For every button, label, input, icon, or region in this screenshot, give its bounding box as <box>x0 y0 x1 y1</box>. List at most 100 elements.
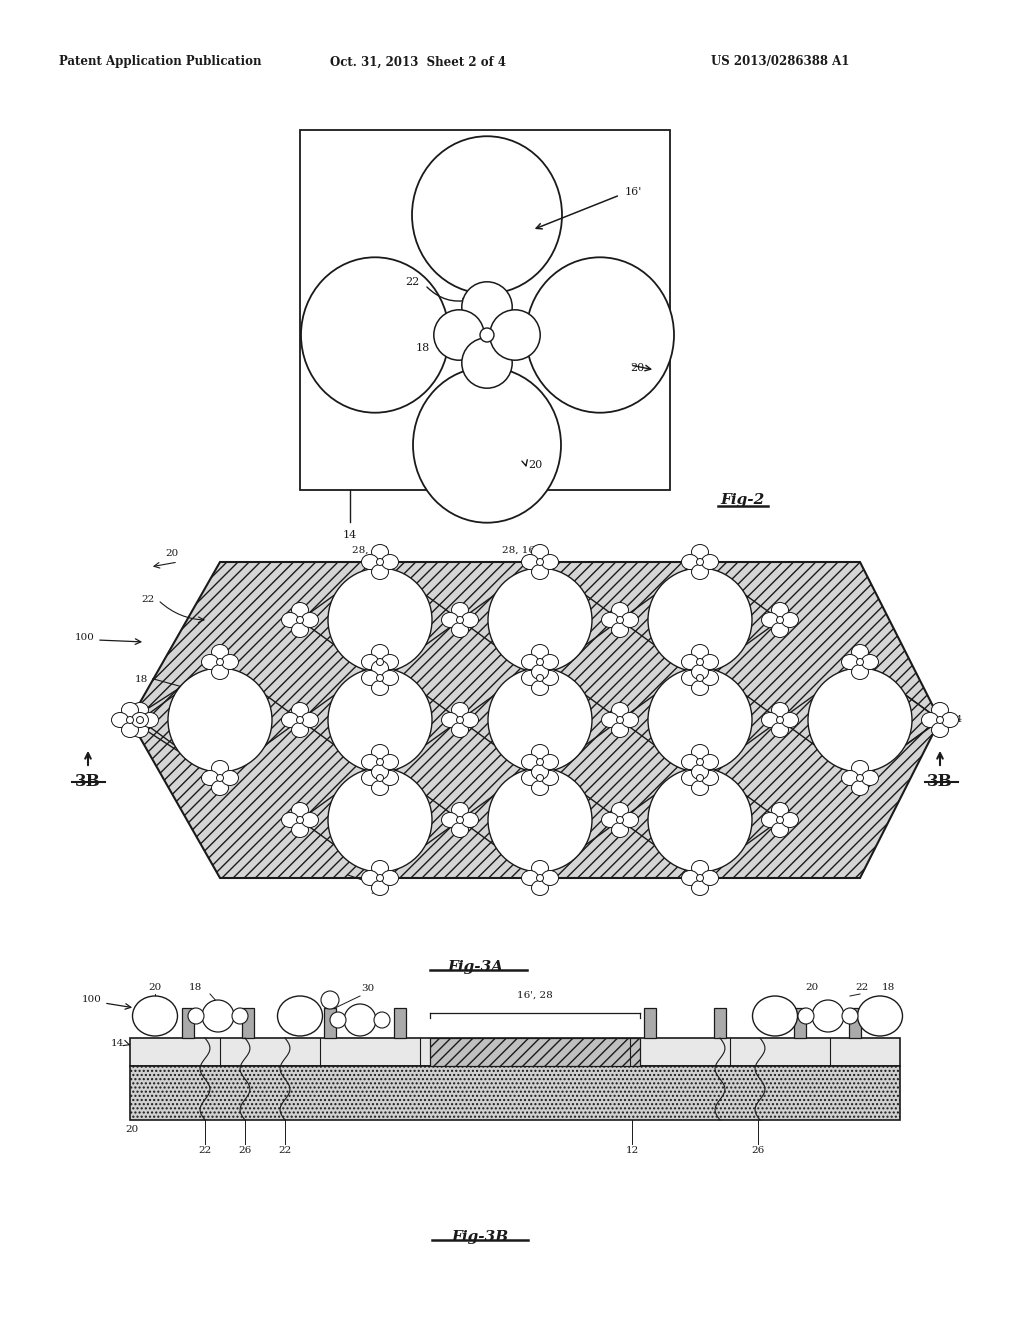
Ellipse shape <box>489 310 541 360</box>
Ellipse shape <box>372 644 388 660</box>
Ellipse shape <box>932 722 948 738</box>
Text: 22: 22 <box>141 595 155 605</box>
Ellipse shape <box>781 713 799 727</box>
Text: 18: 18 <box>882 983 895 993</box>
Ellipse shape <box>531 565 549 579</box>
Ellipse shape <box>762 713 778 727</box>
Ellipse shape <box>691 861 709 875</box>
Circle shape <box>798 1008 814 1024</box>
Ellipse shape <box>941 713 958 727</box>
Ellipse shape <box>622 813 639 828</box>
Circle shape <box>188 1008 204 1024</box>
Ellipse shape <box>648 568 752 672</box>
Text: 14: 14 <box>950 715 964 725</box>
Ellipse shape <box>361 655 379 669</box>
Circle shape <box>136 717 143 723</box>
Text: 22: 22 <box>404 277 419 286</box>
Circle shape <box>776 717 783 723</box>
Circle shape <box>856 659 863 665</box>
Circle shape <box>457 717 464 723</box>
Ellipse shape <box>542 671 558 685</box>
Text: 22: 22 <box>199 1146 212 1155</box>
Circle shape <box>696 675 703 681</box>
Text: 26: 26 <box>239 1146 252 1155</box>
Circle shape <box>457 616 464 623</box>
Text: 16': 16' <box>625 187 642 197</box>
Ellipse shape <box>531 664 549 680</box>
Circle shape <box>297 817 303 824</box>
Ellipse shape <box>212 664 228 680</box>
Text: US 2013/0286388 A1: US 2013/0286388 A1 <box>711 55 849 69</box>
Ellipse shape <box>691 744 709 759</box>
Ellipse shape <box>372 565 388 579</box>
Text: 3B: 3B <box>75 774 101 791</box>
Circle shape <box>457 817 464 824</box>
Circle shape <box>696 558 703 565</box>
Ellipse shape <box>542 755 558 770</box>
Ellipse shape <box>301 257 449 413</box>
Circle shape <box>696 874 703 882</box>
Circle shape <box>330 1012 346 1028</box>
Ellipse shape <box>372 744 388 759</box>
Ellipse shape <box>682 655 698 669</box>
Ellipse shape <box>852 760 868 776</box>
Ellipse shape <box>611 702 629 718</box>
Ellipse shape <box>611 722 629 738</box>
Circle shape <box>216 775 223 781</box>
Bar <box>794 1008 806 1038</box>
Ellipse shape <box>531 644 549 660</box>
Circle shape <box>537 775 544 781</box>
Ellipse shape <box>441 612 459 627</box>
Ellipse shape <box>691 544 709 560</box>
Bar <box>849 1008 861 1038</box>
Bar <box>394 1008 406 1038</box>
Ellipse shape <box>542 655 558 669</box>
Circle shape <box>812 1001 844 1032</box>
Ellipse shape <box>301 813 318 828</box>
Ellipse shape <box>131 702 148 718</box>
Ellipse shape <box>382 755 398 770</box>
Circle shape <box>537 874 544 882</box>
Ellipse shape <box>122 702 138 718</box>
Ellipse shape <box>922 713 939 727</box>
Polygon shape <box>130 562 940 878</box>
Ellipse shape <box>488 668 592 772</box>
Ellipse shape <box>611 602 629 618</box>
Bar <box>130 1038 900 1067</box>
Ellipse shape <box>531 880 549 895</box>
Ellipse shape <box>488 768 592 873</box>
Text: 14: 14 <box>111 1039 124 1048</box>
Ellipse shape <box>691 681 709 696</box>
Bar <box>130 1067 900 1119</box>
Ellipse shape <box>361 671 379 685</box>
Ellipse shape <box>682 755 698 770</box>
Ellipse shape <box>452 722 469 738</box>
Ellipse shape <box>131 722 148 738</box>
Text: 12: 12 <box>626 1146 639 1155</box>
Ellipse shape <box>413 367 561 523</box>
Ellipse shape <box>462 281 512 333</box>
Ellipse shape <box>852 780 868 796</box>
Ellipse shape <box>771 722 788 738</box>
Ellipse shape <box>611 803 629 817</box>
Ellipse shape <box>122 722 138 738</box>
Ellipse shape <box>221 771 239 785</box>
Ellipse shape <box>531 780 549 796</box>
Text: Patent Application Publication: Patent Application Publication <box>58 55 261 69</box>
Ellipse shape <box>141 713 159 727</box>
Ellipse shape <box>682 671 698 685</box>
Ellipse shape <box>842 771 858 785</box>
Ellipse shape <box>771 602 788 618</box>
Ellipse shape <box>372 664 388 680</box>
Ellipse shape <box>531 744 549 759</box>
Ellipse shape <box>691 660 709 676</box>
Text: 20: 20 <box>125 1125 138 1134</box>
Ellipse shape <box>212 760 228 776</box>
Ellipse shape <box>361 771 379 785</box>
Ellipse shape <box>611 822 629 837</box>
Circle shape <box>537 675 544 681</box>
Ellipse shape <box>852 644 868 660</box>
Ellipse shape <box>691 664 709 680</box>
Text: 18: 18 <box>135 676 148 685</box>
Ellipse shape <box>701 655 719 669</box>
